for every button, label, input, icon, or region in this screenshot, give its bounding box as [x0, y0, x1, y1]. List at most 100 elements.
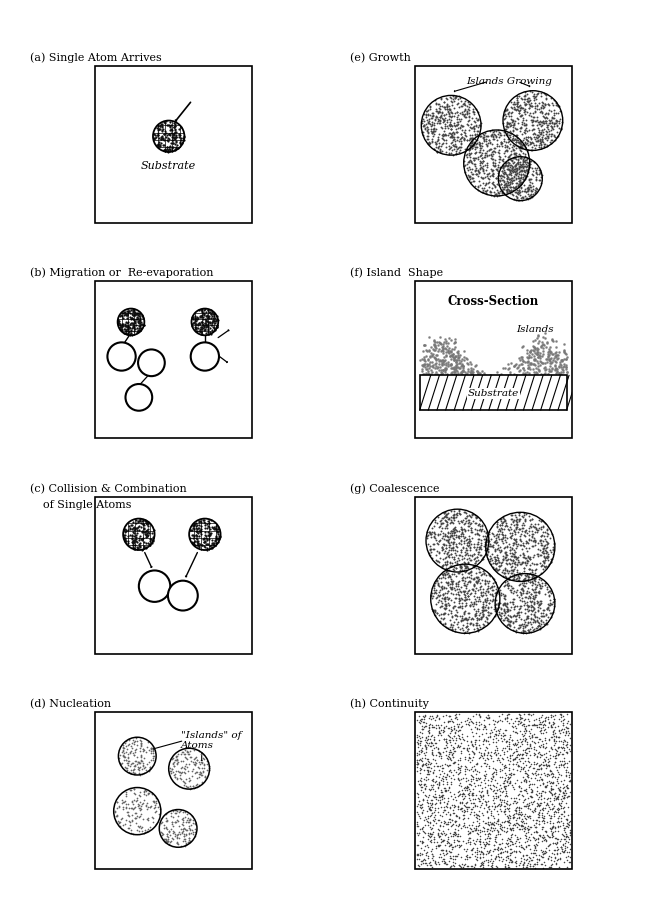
Point [430, 604, 440, 619]
Point [508, 151, 518, 165]
Point [560, 357, 571, 372]
Point [456, 544, 466, 559]
Point [466, 737, 477, 752]
Point [538, 784, 548, 798]
Point [435, 360, 446, 374]
Point [532, 834, 543, 849]
Point [528, 602, 539, 616]
Point [459, 131, 470, 145]
Point [442, 578, 453, 593]
Point [529, 89, 540, 103]
Point [122, 304, 133, 319]
Point [130, 759, 141, 773]
Point [501, 760, 512, 774]
Point [446, 829, 456, 843]
Point [468, 833, 479, 848]
Point [547, 362, 558, 376]
Point [517, 139, 528, 154]
Point [195, 322, 206, 337]
Point [533, 364, 544, 378]
Point [137, 759, 148, 773]
Point [514, 807, 524, 822]
Point [512, 131, 522, 145]
Point [440, 526, 450, 541]
Point [530, 340, 540, 355]
Point [149, 793, 159, 807]
Point [497, 184, 508, 198]
Point [137, 533, 148, 548]
Point [459, 159, 470, 173]
Point [528, 597, 539, 612]
Point [154, 122, 165, 136]
Point [429, 578, 440, 593]
Point [434, 857, 445, 871]
Point [548, 334, 559, 348]
Point [536, 537, 546, 551]
Point [454, 787, 465, 801]
Point [503, 134, 514, 148]
Point [537, 748, 548, 762]
Point [536, 559, 547, 573]
Point [134, 323, 145, 338]
Point [510, 113, 520, 128]
Point [489, 534, 500, 549]
Point [473, 791, 484, 806]
Point [130, 735, 141, 749]
Point [488, 127, 499, 141]
Point [120, 524, 131, 539]
Point [507, 595, 518, 610]
Point [118, 800, 129, 814]
Point [500, 514, 510, 528]
Point [518, 860, 528, 875]
Point [556, 708, 567, 722]
Point [415, 773, 426, 788]
Point [531, 815, 542, 830]
Point [520, 123, 530, 137]
Point [434, 839, 445, 853]
Point [427, 591, 438, 605]
Point [505, 542, 516, 557]
Point [467, 786, 478, 800]
Point [447, 129, 458, 144]
Point [464, 762, 474, 777]
Point [478, 585, 488, 599]
Point [483, 815, 494, 830]
Point [442, 857, 453, 871]
Point [449, 728, 460, 743]
Point [211, 319, 222, 333]
Point [456, 612, 466, 627]
Point [137, 514, 147, 528]
Point [135, 753, 146, 767]
Point [540, 725, 551, 739]
Point [430, 338, 440, 352]
Point [504, 141, 514, 155]
Point [544, 768, 554, 782]
Point [111, 809, 122, 823]
Point [462, 585, 473, 600]
Point [526, 611, 536, 625]
Point [442, 832, 453, 847]
Point [205, 305, 215, 320]
Point [492, 162, 503, 176]
Point [532, 328, 543, 342]
Point [524, 356, 535, 370]
Point [468, 540, 479, 554]
Point [180, 762, 191, 776]
Point [431, 591, 442, 605]
Point [424, 760, 434, 774]
Point [434, 808, 445, 823]
Point [455, 584, 466, 598]
Point [532, 525, 542, 540]
Point [211, 320, 222, 334]
Point [535, 748, 546, 762]
Point [497, 784, 508, 798]
Point [468, 577, 479, 592]
Point [465, 722, 476, 736]
Point [488, 592, 499, 606]
Point [490, 772, 500, 787]
Point [542, 851, 553, 866]
Point [480, 594, 491, 609]
Point [560, 788, 570, 803]
Point [506, 855, 516, 869]
Point [464, 533, 475, 548]
